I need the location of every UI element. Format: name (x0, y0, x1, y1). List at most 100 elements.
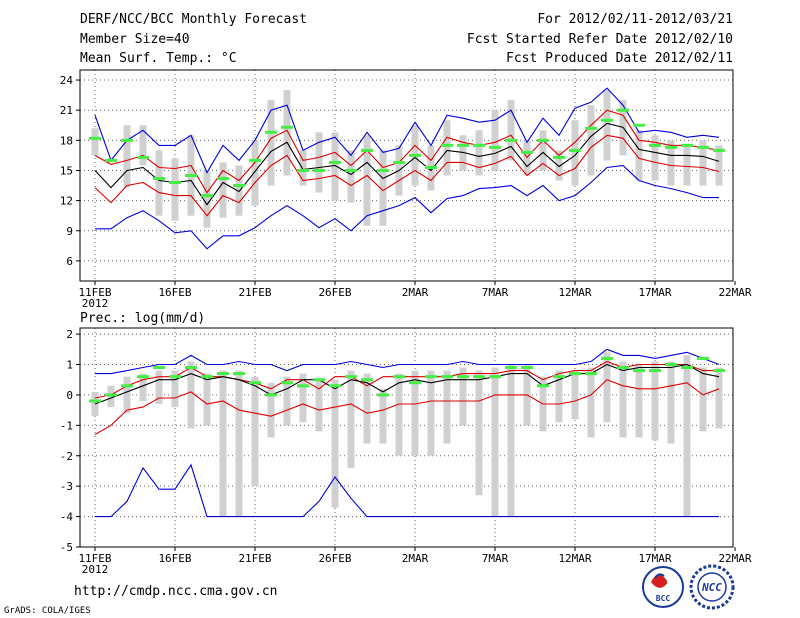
precipitation-median-mark (393, 375, 405, 379)
precipitation-spread-bar (491, 367, 499, 517)
precipitation-ytick-label: 1 (66, 359, 73, 372)
bcc-logo: BCC (642, 566, 684, 608)
temperature-median-mark (713, 148, 725, 152)
temperature-median-mark (697, 145, 709, 149)
temperature-spread-bar (539, 130, 547, 171)
temperature-median-mark (633, 123, 645, 127)
temperature-median-mark (297, 168, 309, 172)
precipitation-median-mark (569, 372, 581, 376)
precipitation-median-mark (585, 372, 597, 376)
precipitation-spread-bar (379, 388, 387, 444)
precipitation-median-mark (441, 375, 453, 379)
temperature-median-mark (585, 126, 597, 130)
precipitation-spread-bar (475, 370, 483, 496)
temperature-spread-bar (315, 132, 323, 193)
temperature-median-mark (185, 174, 197, 177)
temperature-spread-bar (203, 170, 211, 228)
temperature-ytick-label: 24 (60, 74, 74, 87)
precipitation-median-mark (265, 393, 277, 397)
temperature-spread-bar (155, 150, 163, 216)
temperature-median-mark (553, 155, 565, 159)
temperature-xtick-label: 22MAR (718, 286, 751, 299)
precipitation-median-mark (121, 384, 133, 388)
temperature-spread-bar (251, 140, 259, 206)
precipitation-spread-bar (91, 391, 99, 417)
precipitation-median-mark (105, 393, 117, 397)
temperature-spread-bar (347, 150, 355, 203)
forecast-start-label: Fcst Started Refer Date 2012/02/10 (467, 32, 733, 47)
grads-credit: GrADS: COLA/IGES (4, 606, 91, 616)
temperature-median-mark (89, 136, 101, 140)
precipitation-spread-bar (187, 361, 195, 429)
temperature-line-upper (94, 109, 720, 194)
precipitation-median-mark (361, 378, 373, 382)
precipitation-line-lower (94, 379, 720, 435)
precipitation-median-mark (137, 375, 149, 379)
precipitation-line-upper (94, 360, 719, 399)
temperature-spread-bar (715, 145, 723, 186)
precipitation-plot-frame (79, 327, 734, 548)
svg-text:NCC: NCC (701, 581, 722, 594)
temperature-median-mark (377, 168, 389, 172)
precipitation-median-mark (601, 356, 613, 360)
precipitation-median-mark (521, 366, 533, 370)
temperature-median-mark (537, 138, 549, 142)
temperature-spread-bar (363, 135, 371, 226)
temperature-median-mark (457, 143, 469, 147)
precipitation-xtick-label: 22MAR (718, 552, 751, 565)
temperature-spread-bar (507, 100, 515, 161)
source-url[interactable]: http://cmdp.ncc.cma.gov.cn (74, 584, 278, 599)
temperature-spread-bar (379, 150, 387, 226)
precipitation-xtick-label: 12MAR (558, 552, 591, 565)
precipitation-spread-bar (283, 376, 291, 426)
temperature-median-mark (681, 143, 693, 147)
temperature-ytick-label: 18 (60, 134, 73, 147)
precipitation-spread-bar (443, 370, 451, 444)
temperature-median-mark (265, 130, 277, 134)
precipitation-title: Prec.: log(mm/d) (80, 311, 205, 326)
temperature-median-mark (425, 165, 437, 169)
precipitation-xtick-label: 7MAR (482, 552, 509, 565)
svg-text:BCC: BCC (656, 594, 671, 603)
forecast-period-label: For 2012/02/11-2012/03/21 (537, 12, 733, 27)
precipitation-spread-bar (107, 385, 115, 408)
precipitation-spread-bar (235, 370, 243, 517)
precipitation-line-min (95, 463, 719, 518)
temperature-median-mark (201, 194, 213, 198)
precipitation-median-mark (297, 384, 309, 388)
precipitation-spread-bar (715, 367, 723, 429)
precipitation-median-mark (697, 356, 709, 360)
precipitation-median-mark (201, 375, 213, 379)
temperature-spread-bar (331, 132, 339, 201)
temperature-spread-bar (603, 90, 611, 161)
temperature-spread-bar (91, 128, 99, 156)
temperature-ytick-label: 21 (60, 104, 73, 117)
temperature-line-lower (94, 134, 720, 217)
precipitation-spread-bar (171, 370, 179, 408)
precipitation-spread-bar (331, 379, 339, 508)
temperature-median-mark (217, 177, 229, 181)
temperature-spread-bar (171, 158, 179, 221)
temperature-median-mark (665, 145, 677, 149)
variable-label: Mean Surf. Temp.: °C (80, 51, 237, 66)
temperature-median-mark (409, 153, 421, 157)
temperature-spread-bar (555, 150, 563, 181)
temperature-ytick-label: 9 (66, 225, 73, 238)
precipitation-median-mark (489, 375, 501, 379)
temperature-median-mark (521, 150, 533, 154)
precipitation-spread-bar (651, 361, 659, 441)
precipitation-spread-bar (667, 361, 675, 444)
temperature-ytick-label: 6 (66, 255, 73, 268)
temperature-spread-bar (235, 165, 243, 216)
precipitation-median-mark (633, 369, 645, 373)
temperature-median-mark (505, 138, 517, 142)
temperature-median-mark (313, 168, 325, 172)
precipitation-median-mark (185, 366, 197, 370)
temperature-spread-bar (635, 130, 643, 181)
temperature-line-max (94, 87, 720, 174)
precipitation-ytick-label: 0 (66, 389, 73, 402)
precipitation-xtick-label: 21FEB (238, 552, 271, 565)
temperature-median-mark (601, 118, 613, 122)
temperature-median-mark (249, 158, 261, 162)
